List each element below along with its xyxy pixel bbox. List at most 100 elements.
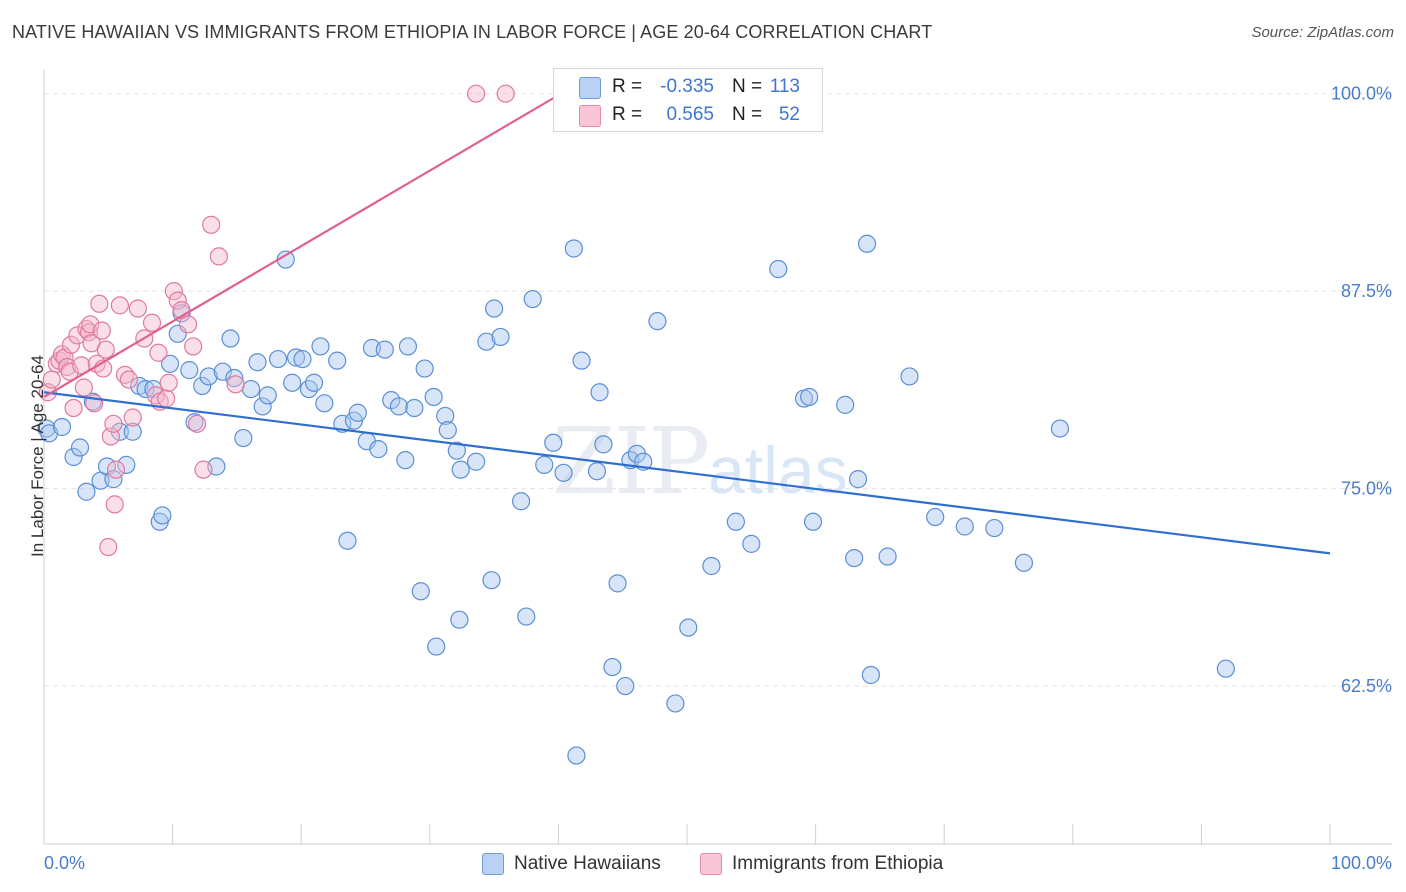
legend-swatch-pink: [579, 105, 601, 127]
legend-r-label: R =: [612, 76, 643, 97]
legend-row-native-hawaiians: R = -0.335 N = 113: [554, 73, 822, 101]
data-point: [955, 517, 974, 536]
watermark-small: atlas: [708, 433, 848, 507]
data-point: [926, 507, 945, 527]
data-point: [415, 359, 434, 378]
trend-line-native-hawaiians: [43, 391, 1331, 555]
legend-n-value: 113: [769, 76, 800, 97]
y-axis-label: In Labor Force | Age 20-64: [28, 355, 47, 557]
legend-swatch-blue: [579, 77, 601, 99]
data-point: [1050, 419, 1070, 438]
tick-labels: 62.5% 75.0% 87.5% 100.0% 0.0% 100.0%: [44, 84, 1392, 873]
stats-legend: R = -0.335 N = 113 R = 0.565 N = 52: [553, 68, 823, 132]
data-point: [496, 84, 515, 103]
data-point: [77, 482, 96, 501]
data-point: [424, 387, 443, 407]
data-point: [180, 361, 199, 380]
data-point: [375, 340, 394, 359]
data-point: [845, 548, 864, 568]
data-point: [202, 215, 221, 234]
data-point: [554, 463, 573, 482]
data-point: [450, 610, 469, 629]
data-point: [106, 460, 126, 479]
data-point: [878, 547, 897, 566]
data-point: [447, 441, 466, 460]
data-point: [128, 299, 147, 318]
data-point: [857, 234, 877, 253]
data-point: [567, 746, 586, 765]
data-point: [328, 351, 347, 370]
chart-title: NATIVE HAWAIIAN VS IMMIGRANTS FROM ETHIO…: [12, 22, 933, 42]
data-point: [248, 353, 267, 372]
data-point: [517, 607, 536, 626]
data-point: [68, 326, 87, 345]
data-point: [123, 408, 142, 427]
data-point: [491, 327, 510, 347]
axes: [43, 70, 1392, 845]
data-point: [587, 462, 607, 481]
data-point: [268, 349, 288, 369]
data-point: [213, 362, 232, 381]
data-point: [64, 398, 83, 418]
legend-r-value: -0.335: [660, 76, 714, 97]
data-point: [52, 417, 72, 437]
data-point: [258, 386, 277, 405]
data-point: [590, 383, 609, 402]
data-point: [199, 367, 218, 386]
data-point: [293, 349, 312, 369]
data-point: [315, 394, 334, 413]
data-point: [187, 414, 207, 433]
data-point: [389, 397, 409, 416]
data-point: [477, 332, 496, 351]
data-point: [96, 340, 115, 359]
data-point: [544, 433, 563, 452]
series-native-hawaiians: [37, 234, 1235, 765]
data-point: [985, 518, 1004, 538]
data-point: [594, 435, 613, 454]
legend-swatch-blue: [482, 853, 504, 875]
data-point: [241, 379, 261, 399]
legend-label: Immigrants from Ethiopia: [732, 853, 944, 874]
x-tick-label: 0.0%: [44, 853, 85, 873]
data-point: [70, 438, 90, 457]
data-point: [99, 537, 118, 557]
data-point: [193, 376, 212, 396]
data-point: [564, 239, 583, 258]
data-point: [466, 84, 486, 103]
data-point: [142, 313, 162, 332]
data-point: [438, 421, 457, 440]
data-point: [209, 247, 228, 266]
data-point: [60, 362, 79, 381]
watermark-main: ZIP: [552, 408, 710, 515]
data-point: [603, 657, 622, 677]
data-point: [253, 397, 272, 416]
watermark: ZIPatlas: [552, 408, 848, 515]
data-point: [1014, 553, 1034, 572]
data-point: [485, 299, 504, 318]
data-point: [283, 373, 302, 392]
data-point: [861, 665, 880, 685]
legend-n-label: N =: [732, 104, 763, 125]
y-tick-label: 62.5%: [1341, 676, 1392, 696]
trend-lines: [43, 92, 1331, 555]
data-point: [466, 452, 486, 471]
data-point: [90, 294, 109, 313]
data-point: [848, 470, 868, 489]
data-point: [159, 373, 178, 392]
data-point: [74, 378, 93, 397]
y-tick-label: 100.0%: [1331, 84, 1392, 104]
data-point: [153, 506, 172, 525]
data-point: [92, 321, 111, 340]
y-tick-label: 87.5%: [1341, 281, 1392, 301]
data-point: [648, 312, 667, 331]
data-point: [123, 422, 142, 441]
data-point: [608, 574, 627, 593]
data-point: [136, 379, 155, 399]
data-point: [110, 296, 129, 315]
data-point: [482, 571, 501, 590]
data-point: [1216, 659, 1235, 678]
data-point: [168, 291, 187, 310]
data-point: [803, 512, 823, 531]
data-point: [58, 357, 77, 377]
data-point: [572, 351, 591, 370]
